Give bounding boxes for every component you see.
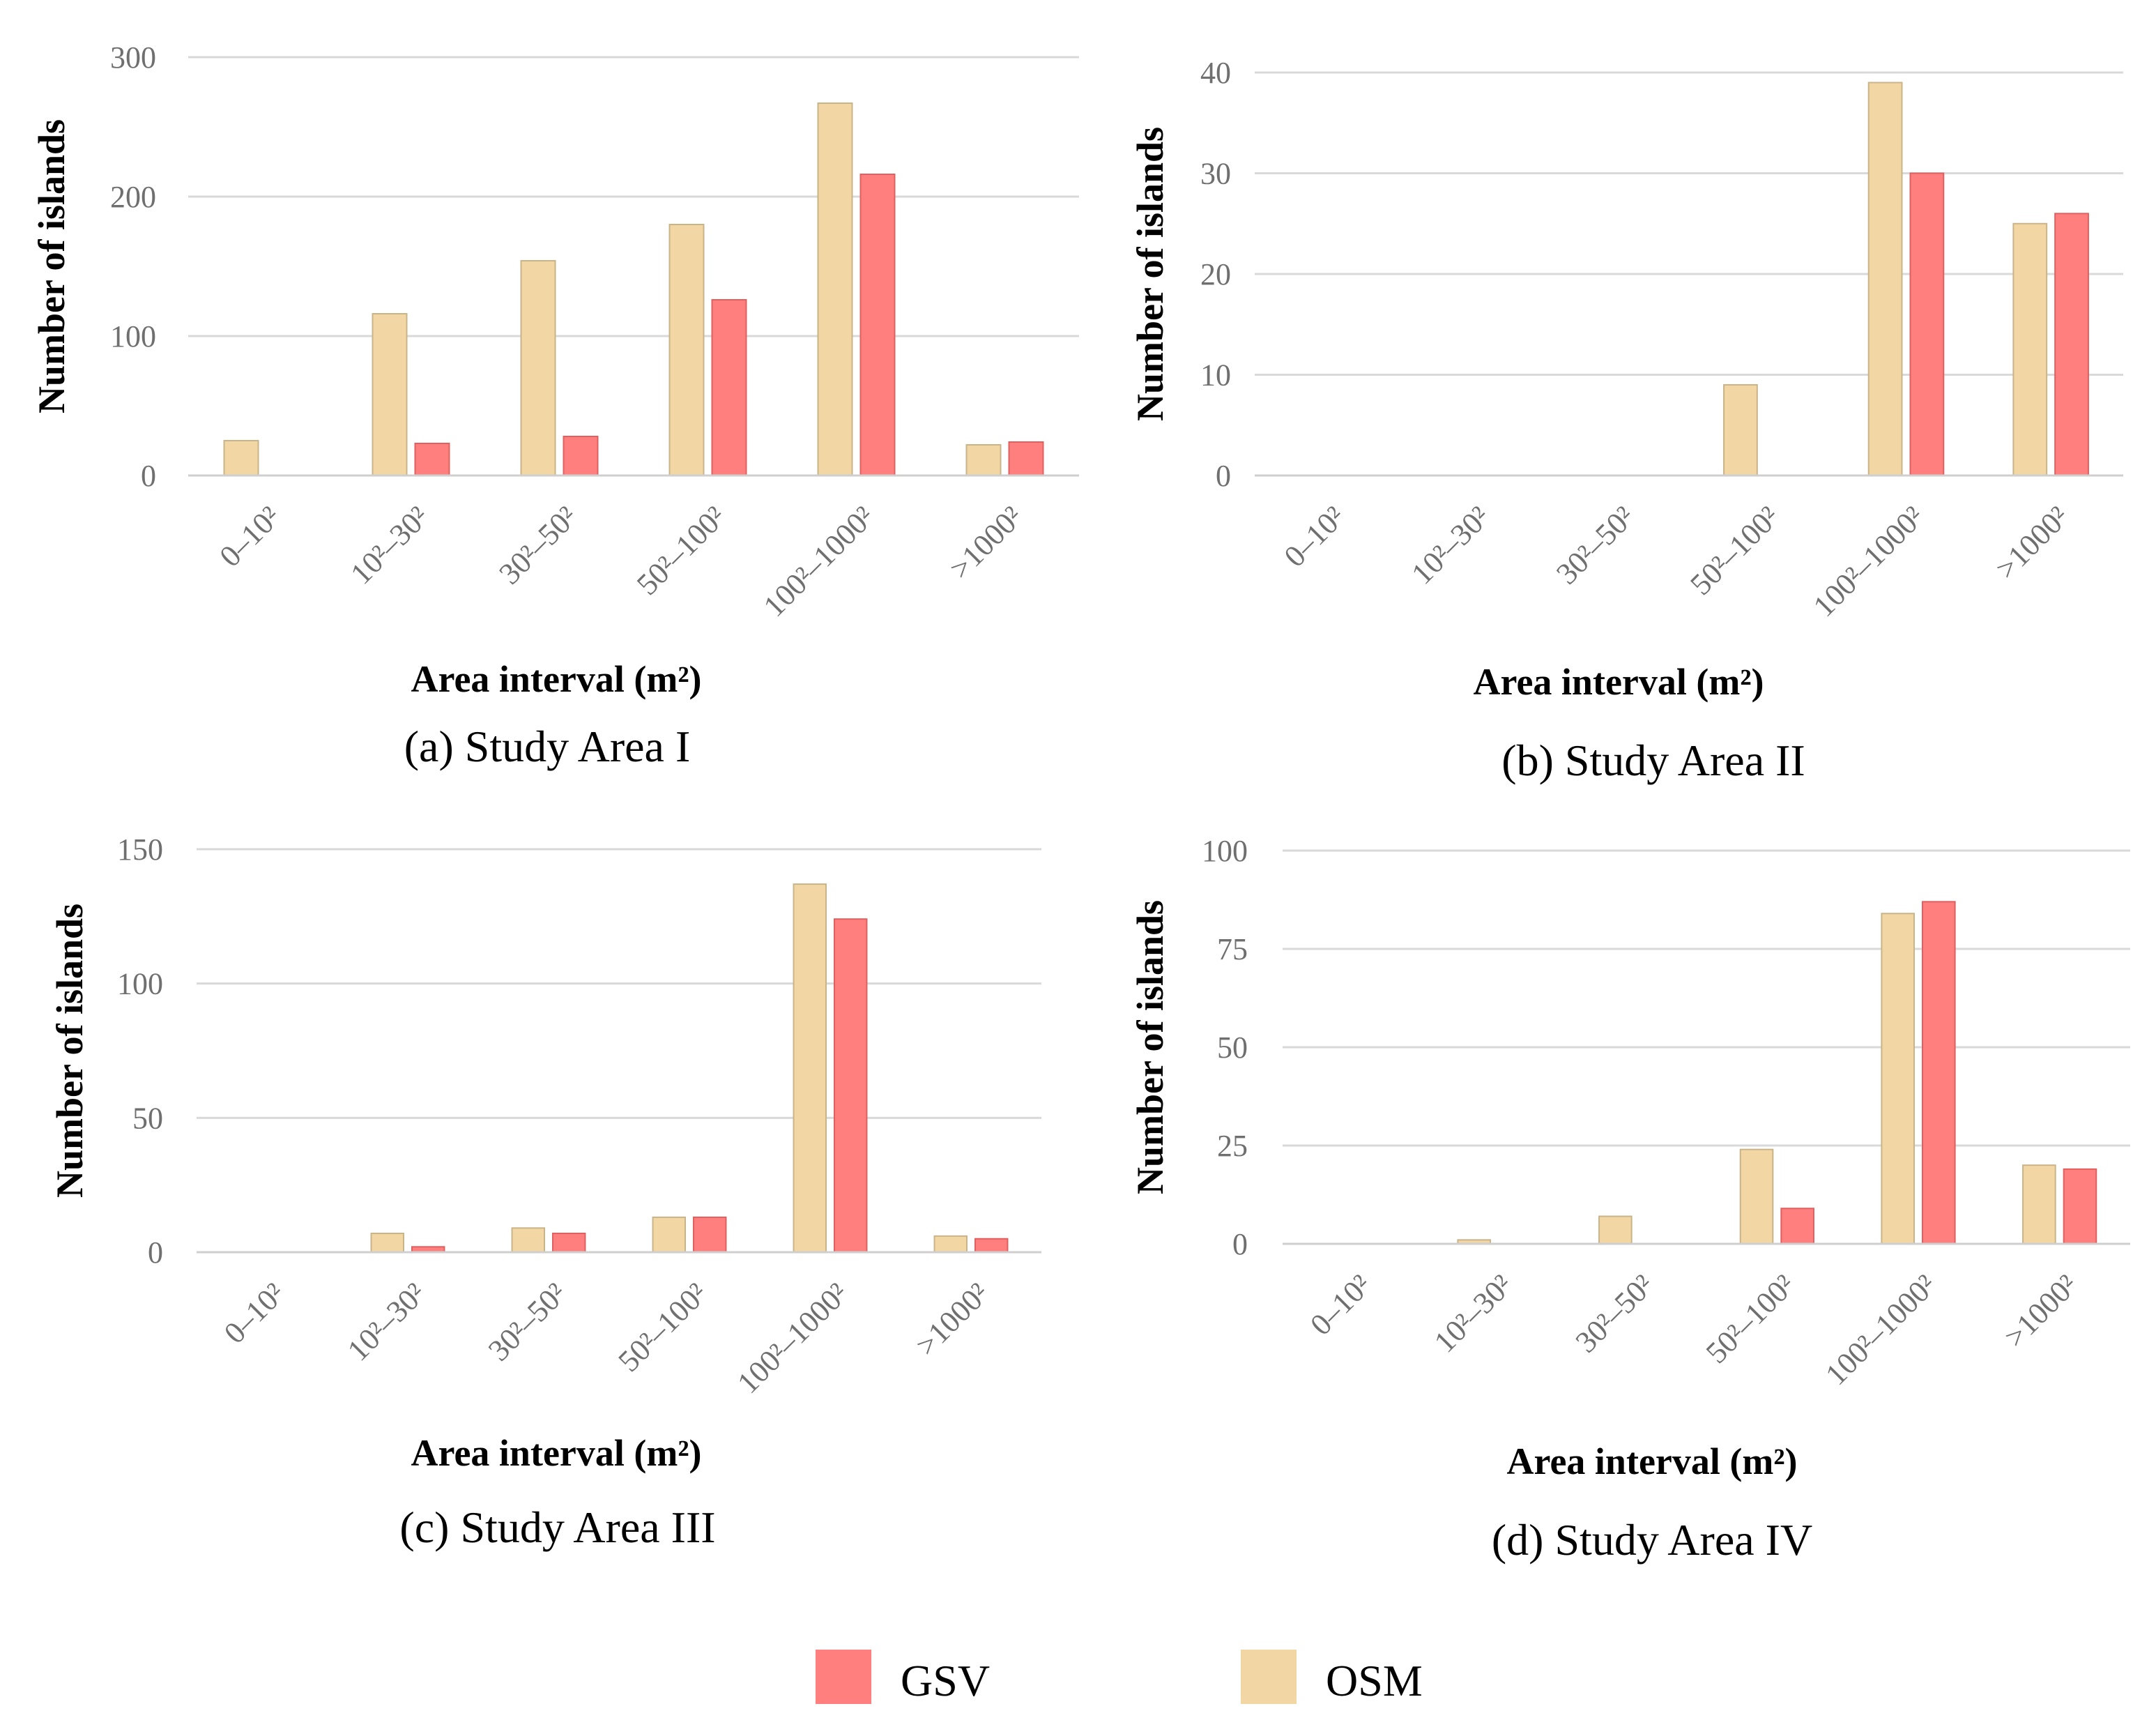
y-tick-label: 0: [148, 1235, 163, 1270]
y-tick-label: 20: [1200, 257, 1231, 291]
x-axis-label: Area interval (m²): [411, 1432, 701, 1474]
panel-caption: (b) Study Area II: [1501, 736, 1805, 785]
bar-osm: [520, 260, 556, 476]
bar-osm: [652, 1216, 686, 1253]
x-tick-label: 50²–100²: [1683, 499, 1786, 602]
x-tick-label: >1000²: [1998, 1268, 2084, 1354]
chart-panel-3: 0 50 100 150 0–10² 10²–30² 30²–50² 50²–100² 100²…: [49, 832, 1041, 1552]
chart-panel-4: 0 25 50 75 100 0–10² 10²–30² 30²–50² 50²–100² 100…: [1129, 834, 2130, 1565]
x-tick-label: 50²–100²: [1699, 1268, 1802, 1370]
chart-panel-2: 0 10 20 30 40 0–10² 10²–30² 30²–50² 50²–100² 100²…: [1129, 56, 2123, 785]
y-tick-label: 75: [1217, 932, 1248, 966]
x-tick-label: >1000²: [909, 1276, 995, 1362]
y-tick-label: 100: [110, 319, 156, 353]
legend-label-gsv: GSV: [901, 1656, 990, 1705]
bar-gsv: [693, 1216, 727, 1253]
bar-osm: [933, 1235, 968, 1254]
x-tick-label: 50²–100²: [611, 1276, 714, 1378]
bar-osm: [223, 440, 259, 476]
x-axis-label: Area interval (m²): [1473, 661, 1764, 703]
bar-gsv: [711, 299, 747, 476]
bar-osm: [370, 1233, 404, 1253]
x-axis-label: Area interval (m²): [1506, 1440, 1797, 1482]
y-tick-label: 100: [1202, 834, 1248, 868]
panel-caption: (c) Study Area III: [399, 1502, 715, 1552]
bar-gsv: [859, 174, 896, 476]
bar-osm: [2012, 222, 2048, 476]
x-tick-label: 30²–50²: [1569, 1268, 1660, 1359]
y-tick-label: 50: [132, 1101, 163, 1135]
bar-gsv: [1008, 441, 1044, 476]
legend-swatch-osm: [1241, 1650, 1297, 1704]
bar-osm: [965, 444, 1002, 476]
x-tick-label: 100²–1000²: [731, 1276, 855, 1400]
legend: GSV OSM: [816, 1650, 1423, 1705]
bar-gsv: [563, 436, 599, 476]
y-tick-label: 150: [117, 832, 163, 867]
bar-osm: [511, 1227, 545, 1253]
chart-panel-1: 0 100 200 300 0–10² 10²–30² 30²–50² 50²–100² 100…: [31, 40, 1079, 771]
y-tick-label: 40: [1200, 56, 1231, 90]
bar-gsv: [1909, 172, 1945, 476]
bar-gsv: [974, 1238, 1009, 1253]
x-tick-label: 30²–50²: [482, 1276, 573, 1367]
bar-gsv: [2054, 213, 2089, 476]
bar-osm: [372, 313, 408, 476]
y-tick-label: 0: [141, 459, 156, 493]
bar-gsv: [1780, 1208, 1814, 1245]
y-tick-label: 30: [1200, 157, 1231, 191]
legend-swatch-gsv: [816, 1650, 871, 1704]
x-tick-label: >1000²: [1989, 499, 2075, 586]
x-tick-label: 10²–30²: [341, 1276, 432, 1367]
x-tick-label: 10²–30²: [1428, 1268, 1519, 1359]
bar-gsv: [414, 443, 450, 476]
bar-osm: [668, 224, 705, 476]
bar-gsv: [2063, 1168, 2097, 1245]
y-axis-label: Number of islands: [1129, 127, 1171, 421]
bar-gsv: [552, 1233, 586, 1253]
panel-caption: (a) Study Area I: [404, 722, 691, 771]
x-tick-label: 0–10²: [217, 1276, 291, 1350]
bar-osm: [1867, 82, 1903, 476]
y-tick-label: 25: [1217, 1129, 1248, 1163]
x-tick-label: 10²–30²: [344, 499, 435, 591]
x-tick-label: 100²–1000²: [757, 499, 881, 623]
y-axis-label: Number of islands: [31, 119, 72, 413]
y-axis-label: Number of islands: [49, 904, 91, 1198]
x-tick-label: 0–10²: [1278, 499, 1352, 573]
legend-label-osm: OSM: [1326, 1656, 1423, 1705]
x-axis-label: Area interval (m²): [411, 658, 701, 700]
x-tick-label: 50²–100²: [630, 499, 733, 602]
panel-caption: (d) Study Area IV: [1492, 1515, 1812, 1565]
y-tick-label: 10: [1200, 358, 1231, 393]
bar-gsv: [1922, 901, 1956, 1245]
x-tick-label: 30²–50²: [1550, 499, 1641, 591]
bar-osm: [1723, 383, 1758, 477]
x-tick-label: 30²–50²: [492, 499, 583, 591]
y-tick-label: 0: [1216, 459, 1231, 493]
y-tick-label: 100: [117, 967, 163, 1001]
bar-osm: [1739, 1148, 1774, 1245]
y-tick-label: 300: [110, 40, 156, 75]
bar-osm: [2022, 1164, 2056, 1245]
bar-gsv: [834, 918, 868, 1253]
y-axis-label: Number of islands: [1129, 900, 1171, 1194]
x-tick-label: 0–10²: [213, 499, 286, 573]
bar-osm: [1598, 1215, 1633, 1245]
bar-osm: [793, 883, 827, 1254]
x-tick-label: 100²–1000²: [1807, 499, 1931, 623]
x-tick-label: 100²–1000²: [1819, 1268, 1943, 1392]
bar-osm: [1881, 913, 1916, 1245]
x-tick-label: 10²–30²: [1405, 499, 1496, 591]
y-tick-label: 50: [1217, 1030, 1248, 1065]
x-tick-label: >1000²: [943, 499, 1030, 586]
y-tick-label: 0: [1232, 1227, 1248, 1261]
x-tick-label: 0–10²: [1303, 1268, 1377, 1341]
bar-osm: [817, 102, 853, 476]
y-tick-label: 200: [110, 180, 156, 214]
